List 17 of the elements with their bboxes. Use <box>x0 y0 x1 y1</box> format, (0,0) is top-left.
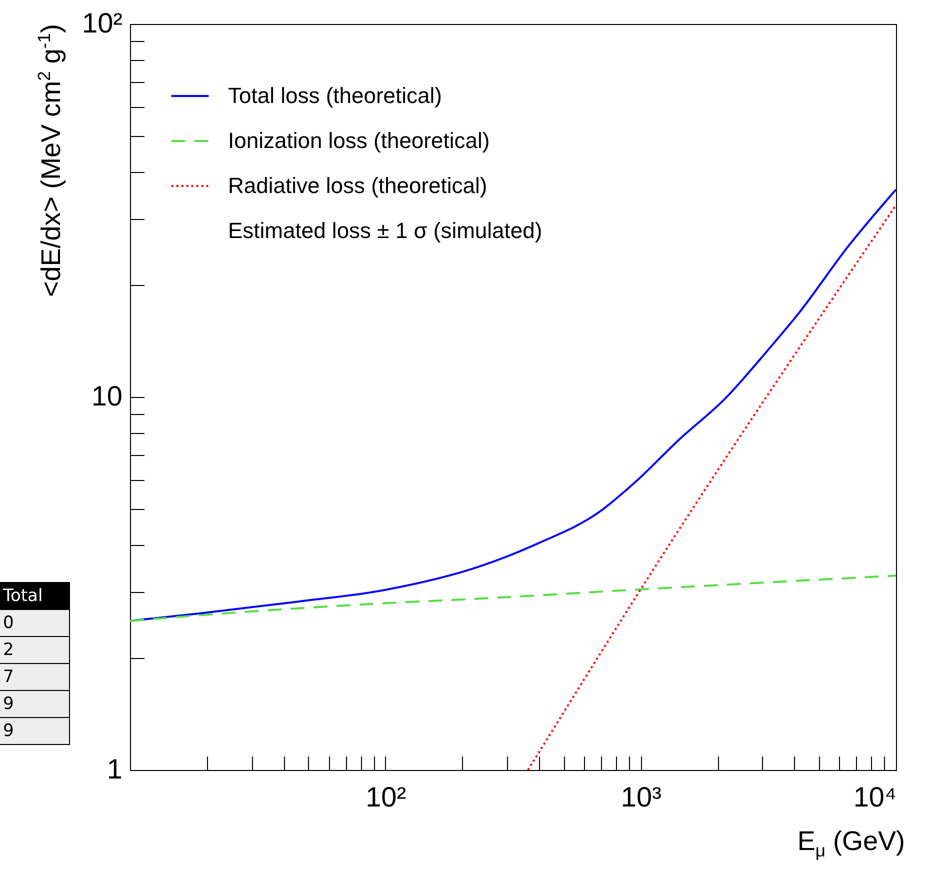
y-tick-label: 10² <box>82 8 122 38</box>
legend-label: Total loss (theoretical) <box>228 83 442 108</box>
x-tick-label: 10³ <box>620 782 662 812</box>
x-tick-label: 10⁴ <box>853 782 896 812</box>
text: 7 <box>0 664 70 690</box>
x-axis-title: E$_{μ}$ (GeV) <box>797 826 905 862</box>
text: 2 <box>0 636 70 664</box>
text: Total <box>0 582 70 610</box>
y-tick-label: 1 <box>106 754 122 784</box>
text: 0 <box>0 610 70 636</box>
text: 9 <box>0 718 70 744</box>
legend-label: Radiative loss (theoretical) <box>228 173 488 198</box>
y-tick-label: 10 <box>91 380 122 412</box>
legend-label: Ionization loss (theoretical) <box>228 128 490 153</box>
x-tick-label: 10² <box>366 782 406 812</box>
text: Estimated loss ± 1 σ (simulated) <box>228 218 542 243</box>
text: 9 <box>0 690 70 718</box>
